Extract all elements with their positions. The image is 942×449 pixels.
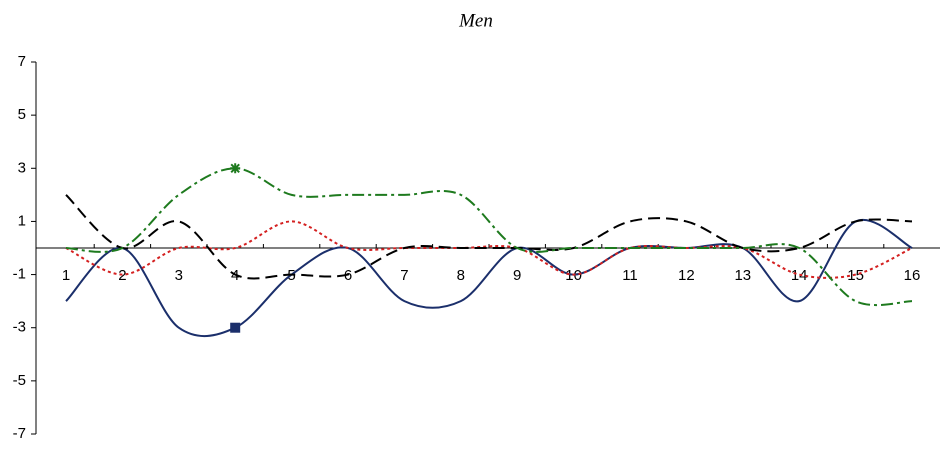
y-tick-label: 5 [18,106,26,123]
x-tick-label: 16 [904,267,921,284]
chart-title: Men [458,10,493,31]
y-tick-label: 1 [18,212,26,229]
x-tick-label: 14 [791,267,808,284]
series-line [65,218,913,338]
y-tick-label: -1 [13,266,26,283]
y-tick-label: -3 [13,319,26,336]
x-tick-label: 9 [513,267,521,284]
y-tick-label: 7 [18,53,26,70]
marker [230,163,241,174]
x-tick-label: 12 [678,267,695,284]
series-line [65,194,913,280]
series-line [65,167,913,307]
y-tick-label: -5 [13,372,26,389]
y-tick-label: 3 [18,159,26,176]
x-tick-label: 11 [622,267,638,284]
x-tick-label: 13 [734,267,751,284]
x-tick-label: 8 [457,267,465,284]
marker [230,322,241,333]
y-tick-label: -7 [13,425,26,442]
x-tick-label: 1 [62,267,70,284]
series-line [65,220,913,279]
x-tick-label: 7 [400,267,408,284]
x-tick-label: 3 [175,267,183,284]
